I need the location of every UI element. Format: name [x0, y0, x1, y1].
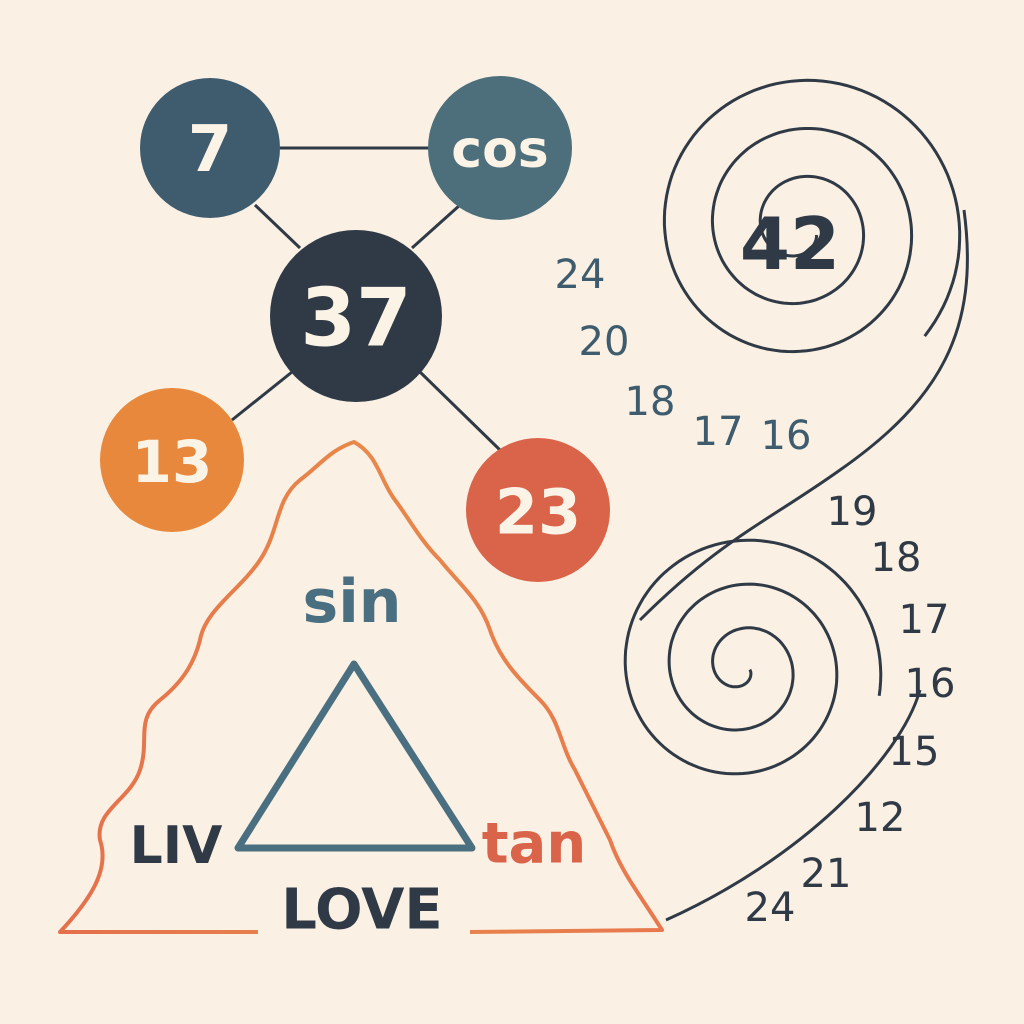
- node-23-circle: [466, 438, 610, 582]
- edge-37-13: [231, 370, 293, 422]
- teal-number: 16: [761, 413, 812, 459]
- dark-number-sequence: 19 18 17 16 15 12 21 24: [745, 489, 956, 931]
- wavy-triangle-outline: [58, 440, 664, 934]
- teal-number: 18: [625, 379, 676, 425]
- dark-number: 16: [905, 661, 956, 707]
- spiral-center-label: 42: [740, 202, 840, 286]
- tail-line: [665, 689, 922, 922]
- dark-number: 15: [889, 729, 940, 775]
- label-sin: sin: [303, 567, 402, 637]
- node-23: 23: [466, 438, 610, 582]
- dark-number: 21: [801, 851, 852, 897]
- network-edges: [231, 146, 502, 452]
- spiral-connector: [638, 209, 969, 622]
- teal-number: 20: [579, 319, 630, 365]
- edge-37-23: [418, 370, 502, 452]
- node-23-label: 23: [495, 476, 581, 549]
- edge-cos-37: [410, 203, 462, 250]
- dark-number: 12: [855, 795, 906, 841]
- node-cos: cos: [428, 76, 572, 220]
- teal-number-sequence: 24 20 18 17 16: [555, 252, 812, 459]
- node-7-label: 7: [188, 113, 233, 187]
- dark-number: 18: [871, 535, 922, 581]
- node-cos-circle: [428, 76, 572, 220]
- label-liv: LIV: [130, 816, 223, 876]
- inner-triangle: [234, 660, 476, 852]
- dark-number: 17: [899, 597, 950, 643]
- node-13-circle: [100, 388, 244, 532]
- dark-number: 24: [745, 885, 796, 931]
- node-37-label: 37: [300, 272, 411, 365]
- teal-number: 24: [555, 252, 606, 298]
- lower-spiral: [623, 538, 883, 776]
- node-13-label: 13: [132, 428, 213, 496]
- upper-spiral: [662, 78, 962, 354]
- dark-number: 19: [827, 489, 878, 535]
- node-cos-label: cos: [451, 120, 549, 180]
- label-love: LOVE: [281, 878, 442, 943]
- node-37-circle: [270, 230, 442, 402]
- teal-number: 17: [693, 409, 744, 455]
- node-37: 37: [270, 230, 442, 402]
- node-7: 7: [140, 78, 280, 218]
- edge-7-37: [253, 203, 302, 250]
- node-13: 13: [100, 388, 244, 532]
- label-tan: tan: [482, 812, 586, 877]
- node-7-circle: [140, 78, 280, 218]
